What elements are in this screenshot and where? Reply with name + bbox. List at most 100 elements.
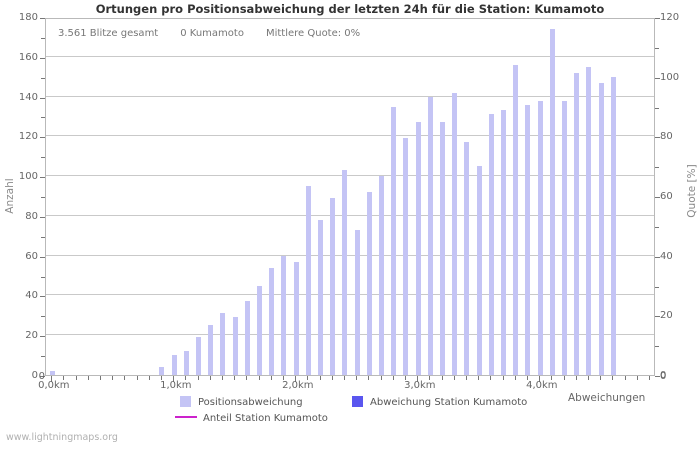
bar [501, 110, 506, 375]
left-axis-tick [40, 97, 45, 99]
gridline [46, 254, 654, 256]
legend-label: Abweichung Station Kumamoto [370, 397, 528, 408]
legend-item-abweichung-station[interactable]: Abweichung Station Kumamoto [352, 396, 527, 408]
gridline [46, 334, 654, 336]
x-axis-tick-minor [587, 376, 589, 380]
bar [281, 255, 287, 375]
legend-line-icon [175, 416, 197, 418]
legend-swatch-icon [180, 396, 191, 407]
chart-title: Ortungen pro Positionsabweichung der let… [95, 2, 605, 16]
right-axis-tick [655, 137, 660, 139]
x-axis-tick-minor [526, 376, 528, 380]
left-axis-tick-label: 20 [25, 330, 38, 342]
right-axis-tick [655, 77, 660, 79]
bar [598, 82, 604, 375]
bar [586, 66, 592, 375]
right-axis-tick [655, 376, 660, 377]
bar [488, 114, 494, 375]
annotation-mean-rate: Mittlere Quote: 0% [265, 28, 361, 39]
plot-annotation: 3.561 Blitze gesamt 0 Kumamoto Mittlere Qu… [58, 28, 360, 39]
x-axis-tick-minor [368, 376, 370, 380]
bar [232, 317, 238, 375]
x-axis-tick-minor [478, 376, 480, 380]
bar [513, 64, 519, 375]
bar [196, 337, 201, 375]
x-axis-tick-minor [209, 376, 211, 380]
x-axis-tick-minor [185, 376, 187, 380]
legend-item-anteil-station[interactable]: Anteil Station Kumamoto [175, 413, 328, 424]
right-axis-tick-label: 80 [660, 131, 673, 143]
left-axis-zero-label: 0 [38, 371, 45, 382]
bars-layer [46, 19, 654, 375]
x-axis-tick-minor [612, 376, 614, 380]
right-axis-tick-label: 60 [660, 191, 673, 202]
x-axis-tick-label: 4,0km [526, 380, 558, 391]
x-axis-tick [173, 376, 175, 382]
x-axis-tick-label: 2,0km [282, 380, 314, 391]
right-axis-tick [655, 316, 660, 318]
right-axis-tick-minor [655, 286, 659, 288]
bar [562, 100, 567, 375]
x-axis-tick-minor [136, 376, 138, 380]
gridline [46, 135, 654, 137]
x-axis-tick-minor [258, 376, 260, 380]
left-axis-tick [40, 18, 45, 19]
gridline [46, 175, 654, 177]
left-axis-tick-minor [41, 37, 45, 39]
bar [269, 267, 275, 375]
x-axis-tick-minor [282, 376, 284, 380]
legend-label: Positionsabweichung [198, 397, 303, 408]
x-axis-tick-minor [343, 376, 345, 380]
x-axis-tick-minor [490, 376, 492, 380]
left-axis-tick-label: 160 [18, 51, 38, 63]
x-axis-tick-minor [356, 376, 358, 380]
watermark: www.lightningmaps.org [6, 432, 118, 443]
left-axis-tick-label: 40 [25, 290, 38, 302]
bar [525, 104, 531, 375]
left-axis-tick-minor [41, 356, 45, 358]
right-axis-zero-label: 0 [660, 371, 667, 382]
x-axis-tick-minor [221, 376, 223, 380]
bar [354, 229, 360, 375]
x-axis-tick-minor [160, 376, 162, 380]
x-axis-tick-minor [624, 376, 626, 380]
bar [293, 261, 299, 375]
right-axis-tick-label: 20 [660, 310, 673, 322]
x-axis-tick-minor [441, 376, 443, 380]
left-axis-tick-label: 80 [25, 210, 38, 222]
right-axis-tick-label: 120 [660, 12, 680, 23]
right-axis-tick-label: 40 [660, 250, 673, 262]
bar [379, 176, 384, 375]
left-axis-tick-minor [41, 77, 45, 79]
chart-legend: Positionsabweichung Abweichung Station K… [0, 394, 700, 430]
right-axis-tick [655, 197, 660, 198]
left-axis-tick [40, 336, 45, 338]
right-axis-tick-label: 0 [660, 370, 667, 381]
x-axis-tick-minor [75, 376, 77, 380]
bar [244, 301, 250, 375]
x-axis-tick-minor [148, 376, 150, 380]
x-axis-tick [295, 376, 297, 382]
x-axis-tick-minor [600, 376, 602, 380]
bar [440, 122, 445, 375]
left-axis-tick [40, 137, 45, 139]
plot-area [45, 18, 655, 376]
x-axis-tick-label: 0,0km [38, 380, 70, 391]
gridline [46, 294, 654, 296]
bar [171, 355, 177, 375]
right-axis-tick-minor [655, 107, 659, 109]
right-axis-tick-minor [655, 167, 659, 169]
x-axis-tick-label: 1,0km [160, 380, 192, 391]
gridline [46, 55, 654, 57]
x-axis-tick-minor [63, 376, 65, 380]
bottom-axis-title: Abweichungen [568, 392, 646, 404]
legend-item-positionsabweichung[interactable]: Positionsabweichung [180, 396, 303, 408]
left-axis-tick [40, 57, 45, 59]
x-axis-tick-minor [307, 376, 309, 380]
right-axis-tick [655, 18, 660, 19]
left-axis-tick [40, 296, 45, 298]
x-axis-tick-minor [453, 376, 455, 380]
left-axis-tick-minor [41, 236, 45, 238]
x-axis-tick-minor [563, 376, 565, 380]
